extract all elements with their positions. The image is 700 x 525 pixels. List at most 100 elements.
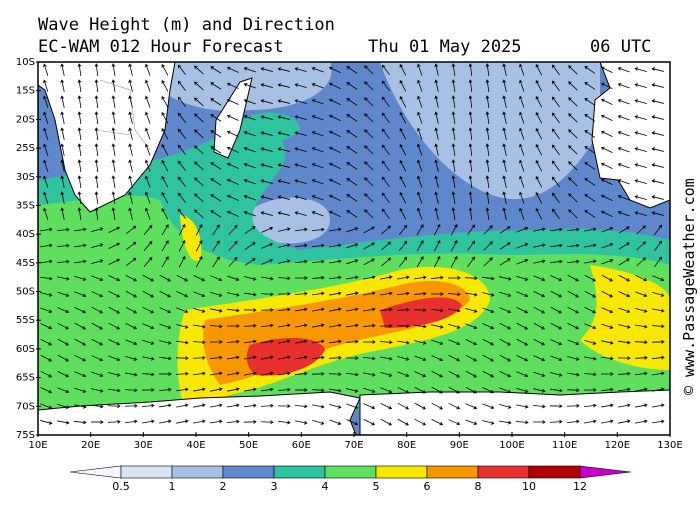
arrow <box>416 240 424 252</box>
arrow <box>144 63 151 76</box>
arrow <box>143 224 153 235</box>
arrow <box>124 388 138 393</box>
arrow <box>380 371 393 377</box>
arrow <box>465 386 478 394</box>
arrow <box>125 306 137 314</box>
arrow <box>193 193 204 203</box>
arrow <box>381 208 390 220</box>
arrow <box>617 66 630 73</box>
arrow <box>502 95 507 108</box>
arrow <box>451 79 456 92</box>
arrow <box>600 82 613 90</box>
arrow <box>346 210 358 218</box>
arrow <box>193 161 204 171</box>
arrow <box>551 128 560 140</box>
legend-label: 1 <box>169 480 176 493</box>
arrow <box>535 175 543 188</box>
arrow <box>551 176 560 188</box>
arrow <box>535 63 543 76</box>
arrow <box>618 403 631 408</box>
arrow <box>108 306 120 314</box>
arrow <box>277 179 290 184</box>
arrow <box>379 324 393 328</box>
arrow <box>193 291 206 298</box>
arrow <box>177 112 187 123</box>
arrow <box>193 209 204 219</box>
arrow <box>328 372 342 377</box>
arrow <box>128 111 133 124</box>
arrow <box>193 403 206 408</box>
arrow <box>261 371 274 376</box>
arrow <box>244 242 256 250</box>
arrow <box>311 178 324 185</box>
arrow <box>651 195 664 200</box>
arrow <box>448 354 461 362</box>
arrow <box>600 387 614 392</box>
arrow <box>175 371 189 376</box>
arrow <box>210 194 222 202</box>
arrow <box>177 96 187 107</box>
longitude-label: 10E <box>28 440 47 451</box>
arrow <box>519 191 525 204</box>
arrow <box>417 63 423 76</box>
arrow <box>519 175 525 188</box>
arrow <box>328 194 341 201</box>
arrow <box>567 274 580 282</box>
arrow <box>161 192 169 204</box>
arrow <box>57 322 70 330</box>
arrow <box>261 355 274 360</box>
arrow <box>57 338 69 346</box>
arrow <box>363 387 376 393</box>
arrow <box>192 371 206 376</box>
legend-label: 0.5 <box>112 480 130 493</box>
arrow <box>40 403 53 410</box>
arrow <box>77 127 82 140</box>
arrow <box>311 99 324 105</box>
arrow <box>77 159 82 172</box>
region <box>180 215 202 261</box>
arrow <box>584 98 596 106</box>
arrow <box>601 340 614 345</box>
arrow <box>328 355 342 360</box>
arrow <box>243 67 256 73</box>
arrow <box>567 323 580 330</box>
arrow <box>363 242 375 250</box>
arrow <box>143 256 153 267</box>
arrow <box>414 355 427 362</box>
arrow <box>158 372 172 376</box>
arrow <box>210 162 222 170</box>
arrow <box>158 387 172 392</box>
arrow <box>363 226 375 234</box>
arrow <box>77 79 82 92</box>
arrow <box>398 240 408 251</box>
arrow <box>568 193 578 203</box>
arrow <box>584 243 597 248</box>
arrow <box>57 291 70 297</box>
latitude-label: 70S <box>16 401 35 412</box>
arrow <box>243 115 256 121</box>
arrow <box>243 419 257 424</box>
arrow <box>550 388 563 393</box>
arrow <box>482 323 495 330</box>
arrow <box>447 292 461 297</box>
arrow <box>177 208 187 219</box>
arrow <box>416 256 424 268</box>
region <box>380 297 462 328</box>
arrow <box>294 371 308 376</box>
arrow <box>583 372 597 377</box>
arrow <box>244 387 257 392</box>
arrow <box>40 307 53 313</box>
arrow <box>468 159 473 173</box>
arrow <box>635 275 648 282</box>
arrow <box>499 276 512 281</box>
arrow <box>128 207 133 220</box>
arrow <box>448 339 461 346</box>
arrow <box>144 191 151 204</box>
latitude-label: 30S <box>16 172 35 183</box>
arrow <box>346 275 359 280</box>
arrow <box>364 129 374 139</box>
arrow <box>485 159 490 172</box>
arrow <box>519 63 525 76</box>
arrow <box>600 114 613 122</box>
arrow <box>260 163 273 168</box>
